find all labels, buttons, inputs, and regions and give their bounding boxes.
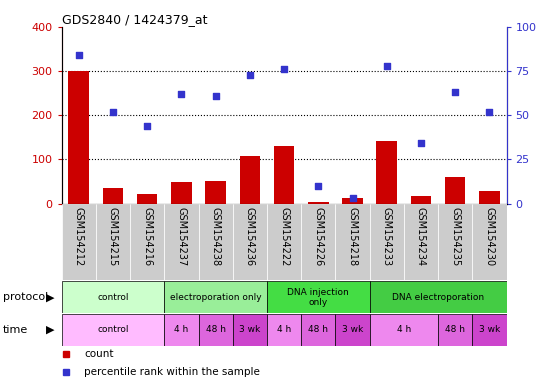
Bar — [171, 182, 192, 204]
Bar — [301, 204, 336, 280]
Bar — [267, 281, 370, 313]
Text: GSM154215: GSM154215 — [108, 207, 118, 266]
Text: GSM154216: GSM154216 — [142, 207, 152, 266]
Bar — [198, 204, 233, 280]
Text: percentile rank within the sample: percentile rank within the sample — [84, 366, 260, 377]
Text: DNA injection
only: DNA injection only — [287, 288, 349, 307]
Bar — [130, 204, 165, 280]
Text: GSM154212: GSM154212 — [74, 207, 84, 266]
Bar — [301, 314, 336, 346]
Bar — [240, 156, 260, 204]
Bar — [370, 314, 438, 346]
Bar — [267, 204, 301, 280]
Bar — [472, 314, 507, 346]
Text: 4 h: 4 h — [277, 325, 291, 334]
Bar — [165, 281, 267, 313]
Bar — [404, 204, 438, 280]
Point — [485, 109, 494, 115]
Bar — [336, 204, 370, 280]
Text: GSM154237: GSM154237 — [176, 207, 187, 266]
Bar — [370, 281, 507, 313]
Text: GSM154235: GSM154235 — [450, 207, 460, 266]
Text: control: control — [97, 325, 129, 334]
Text: GSM154222: GSM154222 — [279, 207, 289, 267]
Bar — [165, 204, 198, 280]
Bar — [69, 71, 89, 204]
Point — [314, 183, 323, 189]
Text: 48 h: 48 h — [308, 325, 329, 334]
Bar — [274, 146, 294, 204]
Text: GSM154226: GSM154226 — [314, 207, 323, 266]
Text: 48 h: 48 h — [445, 325, 465, 334]
Text: electroporation only: electroporation only — [170, 293, 262, 302]
Bar — [233, 204, 267, 280]
Bar — [233, 314, 267, 346]
Point — [416, 141, 425, 147]
Point — [109, 109, 117, 115]
Text: GDS2840 / 1424379_at: GDS2840 / 1424379_at — [62, 13, 207, 26]
Text: 4 h: 4 h — [174, 325, 189, 334]
Bar — [137, 194, 158, 204]
Bar — [103, 188, 123, 204]
Text: 3 wk: 3 wk — [479, 325, 500, 334]
Text: 48 h: 48 h — [206, 325, 226, 334]
Point — [451, 89, 459, 95]
Point — [245, 71, 254, 78]
Text: 4 h: 4 h — [397, 325, 411, 334]
Point — [143, 123, 152, 129]
Text: 3 wk: 3 wk — [239, 325, 260, 334]
Bar — [445, 177, 465, 204]
Text: control: control — [97, 293, 129, 302]
Text: GSM154233: GSM154233 — [382, 207, 392, 266]
Bar — [198, 314, 233, 346]
Point — [383, 63, 391, 69]
Text: count: count — [84, 349, 114, 359]
Bar — [308, 202, 329, 204]
Text: GSM154236: GSM154236 — [245, 207, 255, 266]
Bar — [411, 195, 431, 204]
Bar — [376, 141, 397, 204]
Text: ▶: ▶ — [46, 292, 54, 302]
Point — [280, 66, 288, 72]
Point — [348, 195, 357, 201]
Text: GSM154238: GSM154238 — [211, 207, 221, 266]
Bar — [472, 204, 507, 280]
Text: protocol: protocol — [3, 292, 48, 302]
Bar — [62, 204, 96, 280]
Bar — [267, 314, 301, 346]
Point — [75, 52, 83, 58]
Bar — [336, 314, 370, 346]
Bar — [438, 314, 472, 346]
Point — [211, 93, 220, 99]
Bar — [343, 198, 363, 204]
Text: DNA electroporation: DNA electroporation — [392, 293, 484, 302]
Text: GSM154230: GSM154230 — [485, 207, 494, 266]
Bar — [370, 204, 404, 280]
Bar — [62, 314, 165, 346]
Bar — [205, 180, 226, 204]
Bar — [438, 204, 472, 280]
Bar — [479, 191, 500, 204]
Text: ▶: ▶ — [46, 325, 54, 335]
Text: GSM154234: GSM154234 — [416, 207, 426, 266]
Text: time: time — [3, 325, 28, 335]
Bar — [96, 204, 130, 280]
Bar — [165, 314, 198, 346]
Bar — [62, 281, 165, 313]
Point — [177, 91, 185, 97]
Text: GSM154218: GSM154218 — [347, 207, 358, 266]
Text: 3 wk: 3 wk — [342, 325, 363, 334]
